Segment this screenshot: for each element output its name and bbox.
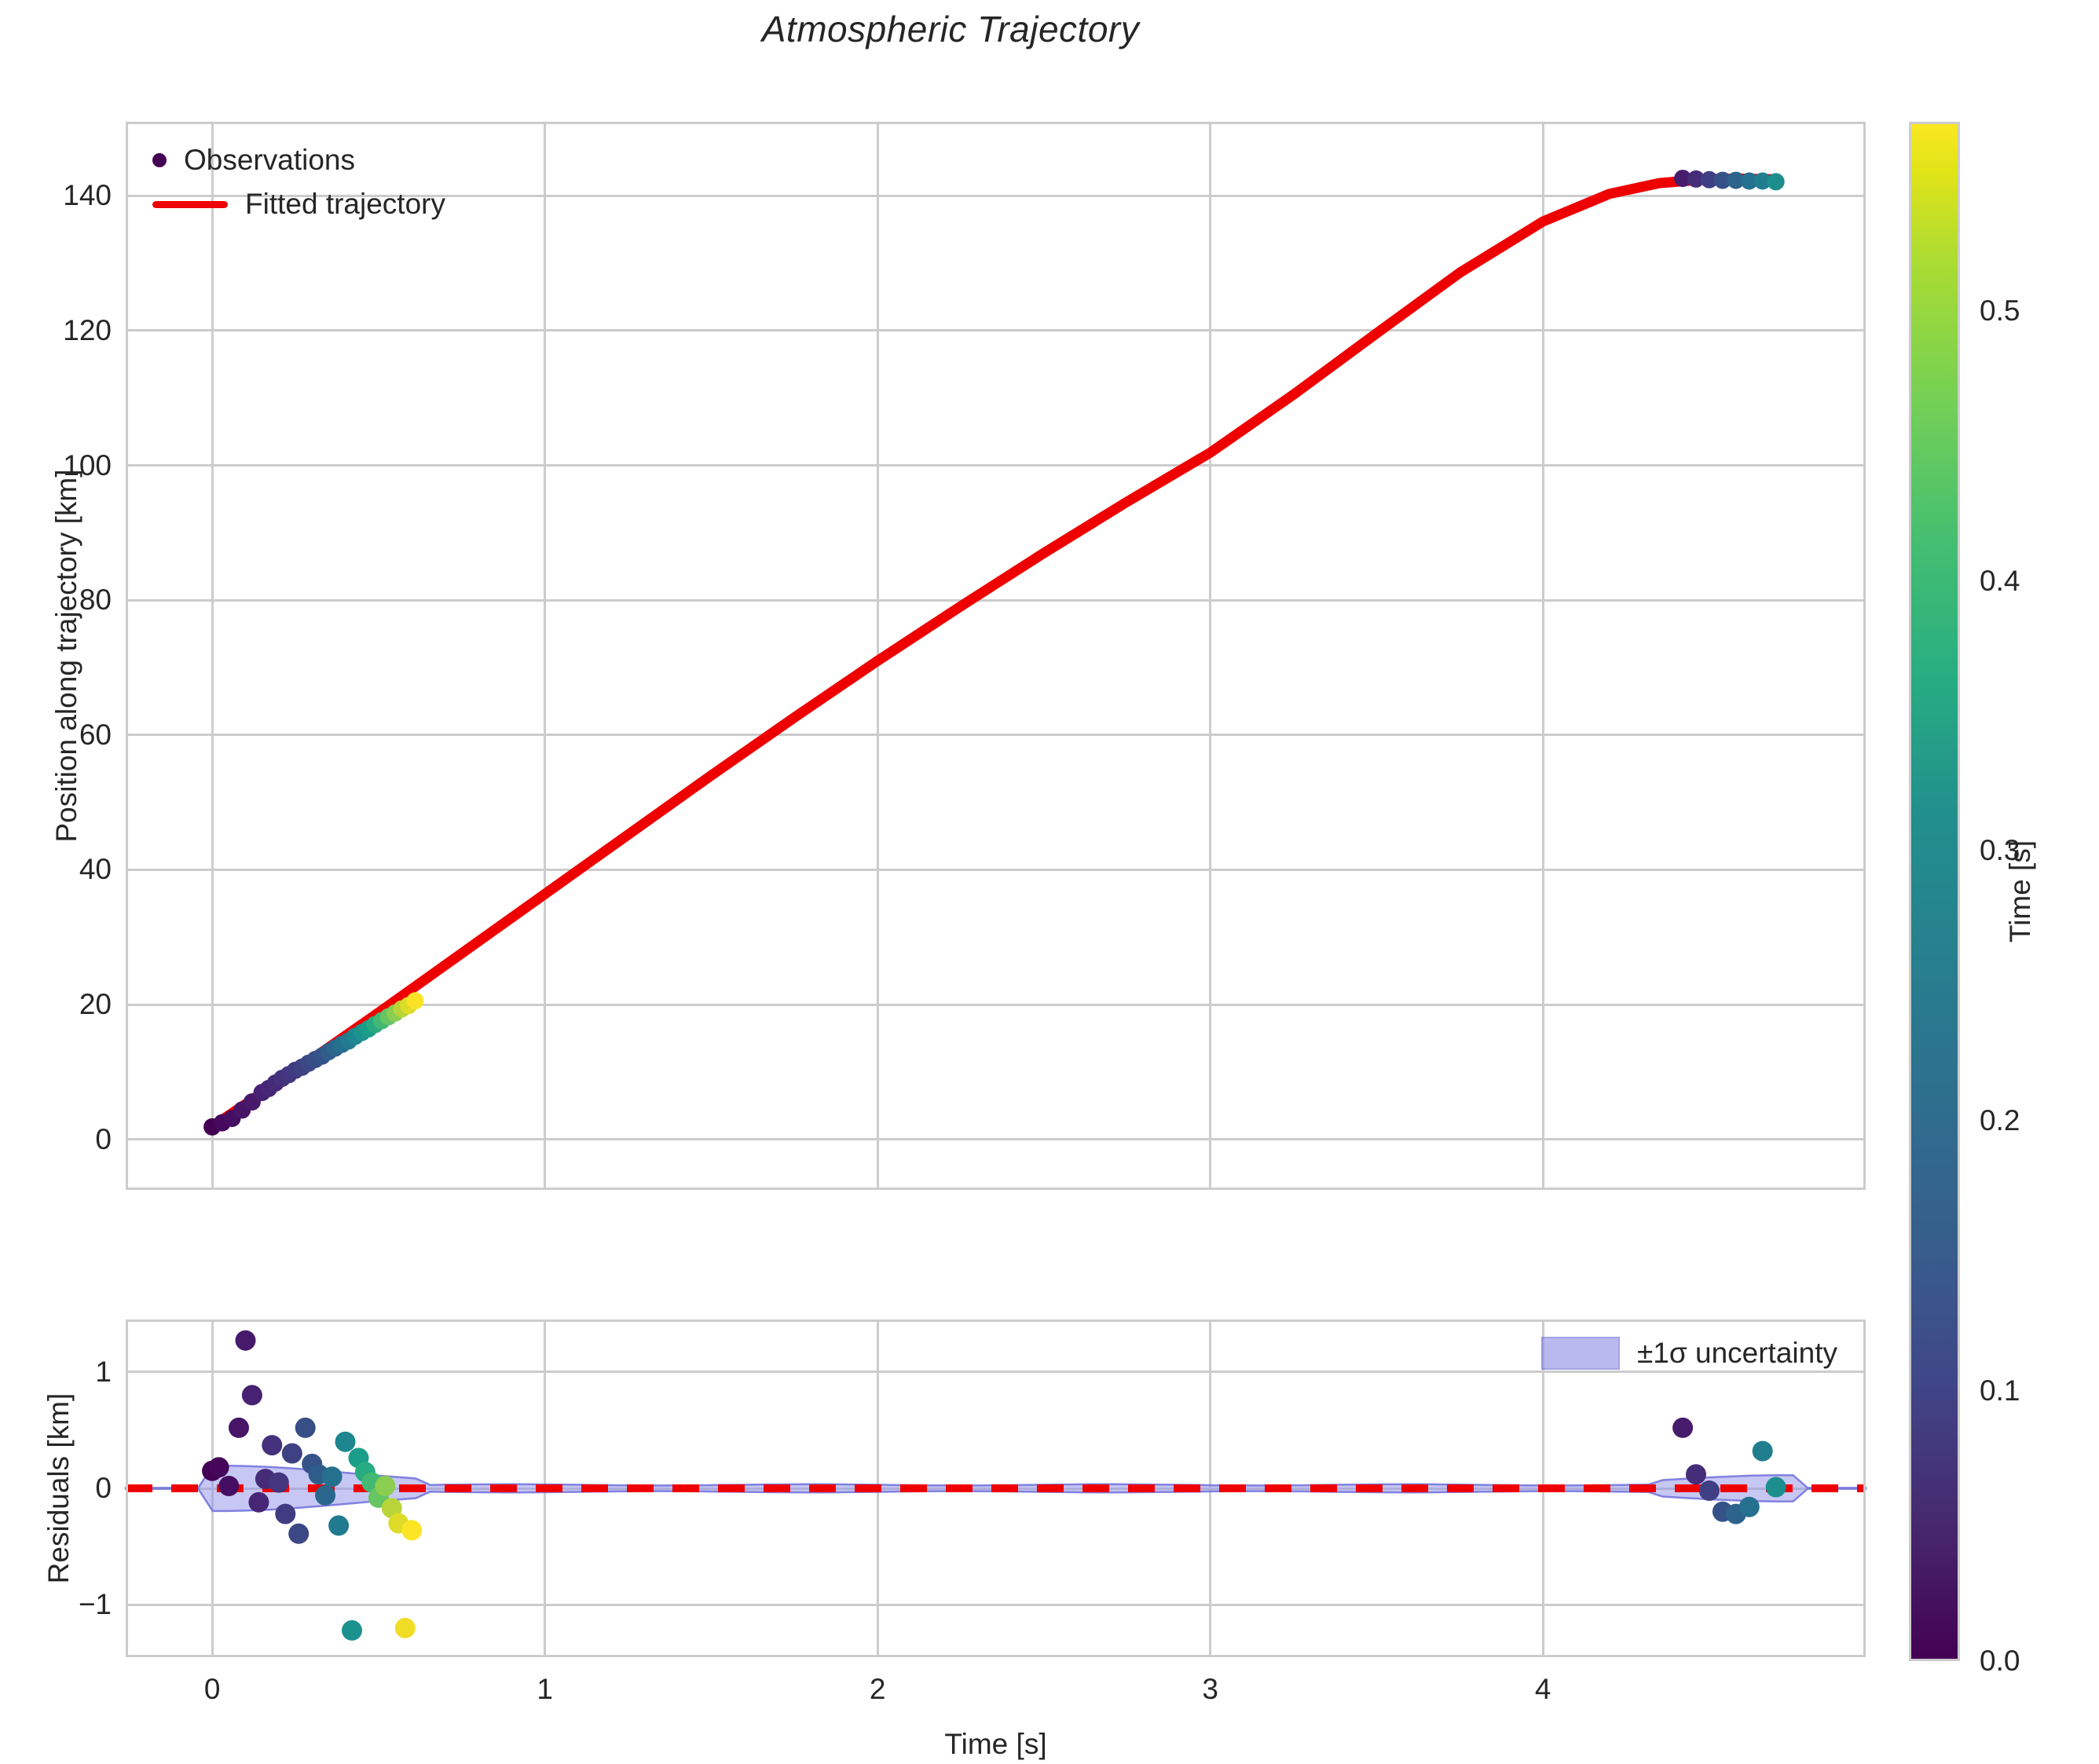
residuals-axes: 1 0 −1 0 1 2 3 4 Residuals [km] Time [s] ±1σ un… <box>42 1319 1867 1760</box>
residual-point <box>401 1520 423 1541</box>
residual-point <box>335 1431 356 1452</box>
gridline-vertical <box>544 122 547 1190</box>
legend-label-uncertainty: ±1σ uncertainty <box>1637 1337 1837 1369</box>
gridline-horizontal <box>126 1371 1866 1374</box>
residuals-y-tick-label: 0 <box>95 1472 112 1504</box>
main-y-tick-label: 40 <box>79 853 112 886</box>
gridline-horizontal <box>126 329 1866 332</box>
colorbar-tick-label: 0.2 <box>1980 1104 2020 1137</box>
legend-label-fitted: Fitted trajectory <box>245 188 445 220</box>
observation-point <box>406 992 424 1010</box>
residual-point <box>375 1476 396 1496</box>
fitted-line-icon <box>152 200 228 208</box>
residual-point <box>315 1484 336 1506</box>
residual-point <box>241 1385 262 1406</box>
legend-label-observations: Observations <box>184 144 355 176</box>
residual-point <box>394 1617 416 1638</box>
gridline-horizontal <box>126 868 1866 871</box>
uncertainty-band-icon <box>1541 1337 1620 1370</box>
colorbar-tick-label: 0.4 <box>1980 564 2020 597</box>
residual-point <box>268 1472 289 1493</box>
residual-point <box>328 1515 350 1536</box>
residual-point <box>235 1330 256 1351</box>
residual-point <box>1765 1477 1786 1498</box>
residual-point <box>1752 1440 1773 1462</box>
observation-point <box>1753 172 1771 190</box>
observation-point <box>1740 172 1758 190</box>
main-axes: 0 20 40 60 80 100 120 140 Position along trajec… <box>50 122 1866 1190</box>
gridline-horizontal <box>126 598 1866 602</box>
residual-point <box>218 1476 240 1496</box>
main-y-tick-label: 60 <box>79 718 112 751</box>
residual-point <box>295 1417 316 1438</box>
residual-point <box>275 1503 296 1524</box>
fitted-trajectory-line <box>207 174 1782 1132</box>
gridline-horizontal <box>126 464 1866 467</box>
observation-point <box>1700 170 1718 188</box>
x-tick-label: 3 <box>1202 1673 1218 1705</box>
main-y-tick-label: 120 <box>63 313 112 346</box>
x-tick-label: 1 <box>537 1673 553 1705</box>
residual-point <box>1738 1496 1760 1517</box>
residuals-y-tick-label: −1 <box>78 1588 112 1621</box>
main-y-tick-label: 100 <box>63 448 112 481</box>
gridline-vertical <box>211 122 214 1190</box>
x-tick-label: 2 <box>869 1673 886 1705</box>
main-y-axis-label: Position along trajectory [km] <box>50 469 82 843</box>
colorbar <box>1909 122 1960 1661</box>
residuals-legend: ±1σ uncertainty <box>1529 1329 1850 1378</box>
gridline-horizontal <box>126 194 1866 197</box>
observation-point <box>1767 173 1785 191</box>
residual-point <box>342 1619 362 1641</box>
residual-point <box>248 1491 269 1513</box>
residual-point <box>288 1523 310 1544</box>
main-y-tick-label: 140 <box>63 179 112 212</box>
residual-point <box>1672 1417 1694 1438</box>
residuals-y-axis-label: Residuals [km] <box>42 1393 75 1584</box>
x-axis-label: Time [s] <box>944 1728 1047 1760</box>
main-plot-area <box>203 170 1785 1136</box>
observation-point <box>1713 171 1731 189</box>
main-legend: Observations Fitted trajectory <box>140 136 458 229</box>
residual-point <box>262 1435 283 1456</box>
main-y-tick-label: 0 <box>95 1122 112 1155</box>
figure-title: Atmospheric Trajectory <box>761 9 1140 49</box>
colorbar-label: Time [s] <box>2004 840 2036 943</box>
residual-point <box>208 1457 229 1478</box>
gridline-horizontal <box>126 1003 1866 1006</box>
observation-point <box>1674 170 1692 188</box>
main-y-tick-label: 20 <box>79 988 112 1021</box>
colorbar-tick-label: 0.3 <box>1980 834 2020 867</box>
residual-point <box>321 1466 343 1488</box>
residuals-y-tick-label: 1 <box>95 1355 112 1388</box>
observations-marker-icon <box>152 153 167 167</box>
legend-entry-fitted: Fitted trajectory <box>152 188 445 221</box>
main-y-tick-label: 80 <box>79 584 112 617</box>
x-tick-label: 4 <box>1534 1673 1551 1705</box>
residual-point <box>1686 1464 1706 1485</box>
colorbar-tick-label: 0.1 <box>1980 1374 2020 1407</box>
legend-entry-uncertainty: ±1σ uncertainty <box>1541 1337 1837 1370</box>
gridline-horizontal <box>126 1603 1866 1606</box>
residual-point <box>1698 1480 1720 1501</box>
legend-entry-observations: Observations <box>152 144 445 177</box>
gridline-horizontal <box>126 734 1866 737</box>
colorbar-tick-label: 0.5 <box>1980 294 2020 327</box>
observation-point <box>1727 171 1745 189</box>
residual-point <box>229 1417 249 1438</box>
gridline-horizontal <box>126 1138 1866 1141</box>
colorbar-tick-label: 0.0 <box>1980 1645 2020 1677</box>
residual-point <box>281 1443 302 1464</box>
gridline-vertical <box>1541 122 1544 1190</box>
residuals-plot-area <box>124 1330 1867 1641</box>
x-tick-label: 0 <box>203 1673 221 1705</box>
gridline-vertical <box>1209 122 1212 1190</box>
observation-point <box>1687 170 1705 188</box>
